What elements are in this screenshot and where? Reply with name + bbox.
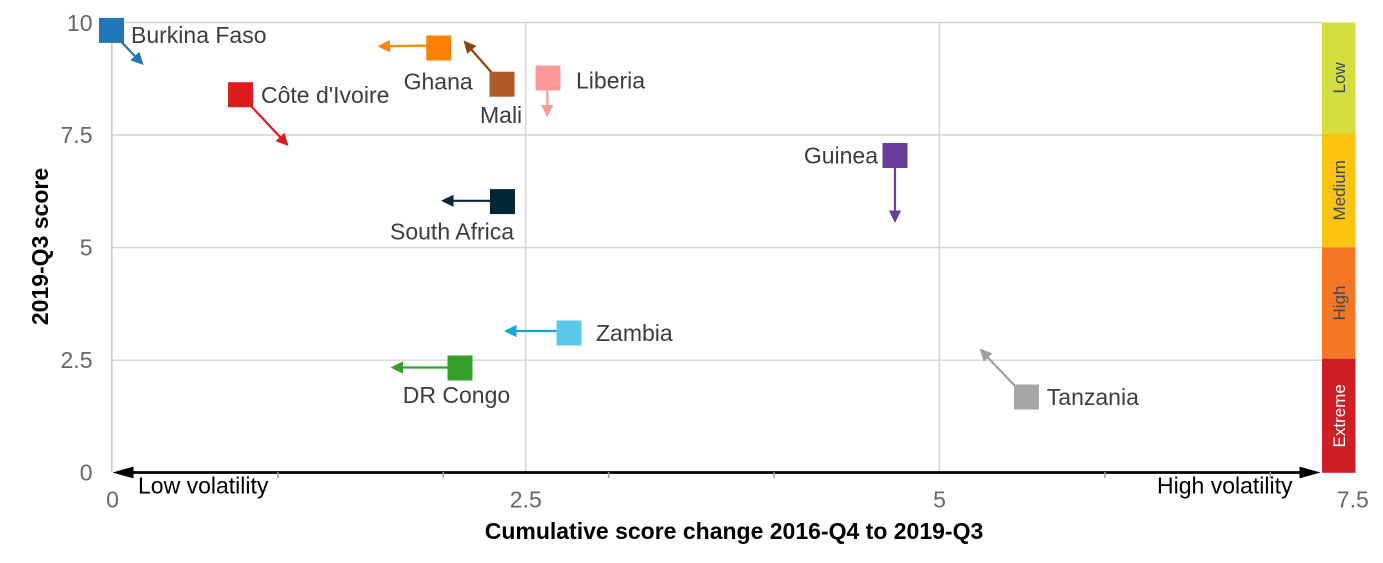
svg-text:Burkina Faso: Burkina Faso: [131, 22, 267, 48]
svg-text:Extreme: Extreme: [1330, 384, 1349, 447]
svg-text:Côte d'Ivoire: Côte d'Ivoire: [261, 82, 389, 108]
svg-text:7.5: 7.5: [1337, 487, 1369, 513]
svg-text:Medium: Medium: [1330, 160, 1349, 220]
svg-text:Cumulative score change 2016-Q: Cumulative score change 2016-Q4 to 2019-…: [485, 518, 984, 544]
svg-text:Tanzania: Tanzania: [1047, 384, 1139, 410]
svg-text:10: 10: [67, 10, 93, 36]
svg-text:Guinea: Guinea: [804, 143, 878, 169]
svg-text:Liberia: Liberia: [576, 68, 645, 94]
svg-text:2019-Q3 score: 2019-Q3 score: [27, 168, 53, 325]
svg-text:High: High: [1330, 286, 1349, 321]
svg-text:2.5: 2.5: [510, 487, 542, 513]
svg-text:0: 0: [106, 487, 119, 513]
svg-text:5: 5: [80, 235, 93, 261]
svg-text:Ghana: Ghana: [404, 68, 473, 94]
svg-text:Low volatility: Low volatility: [138, 473, 269, 499]
svg-text:0: 0: [80, 460, 93, 486]
svg-text:Mali: Mali: [480, 102, 522, 128]
svg-text:Low: Low: [1330, 62, 1349, 94]
svg-text:South Africa: South Africa: [390, 219, 514, 245]
svg-text:DR Congo: DR Congo: [403, 382, 510, 408]
svg-text:7.5: 7.5: [61, 122, 93, 148]
svg-text:2.5: 2.5: [61, 347, 93, 373]
svg-text:High volatility: High volatility: [1157, 473, 1293, 499]
svg-text:5: 5: [933, 487, 946, 513]
svg-text:Zambia: Zambia: [596, 320, 673, 346]
